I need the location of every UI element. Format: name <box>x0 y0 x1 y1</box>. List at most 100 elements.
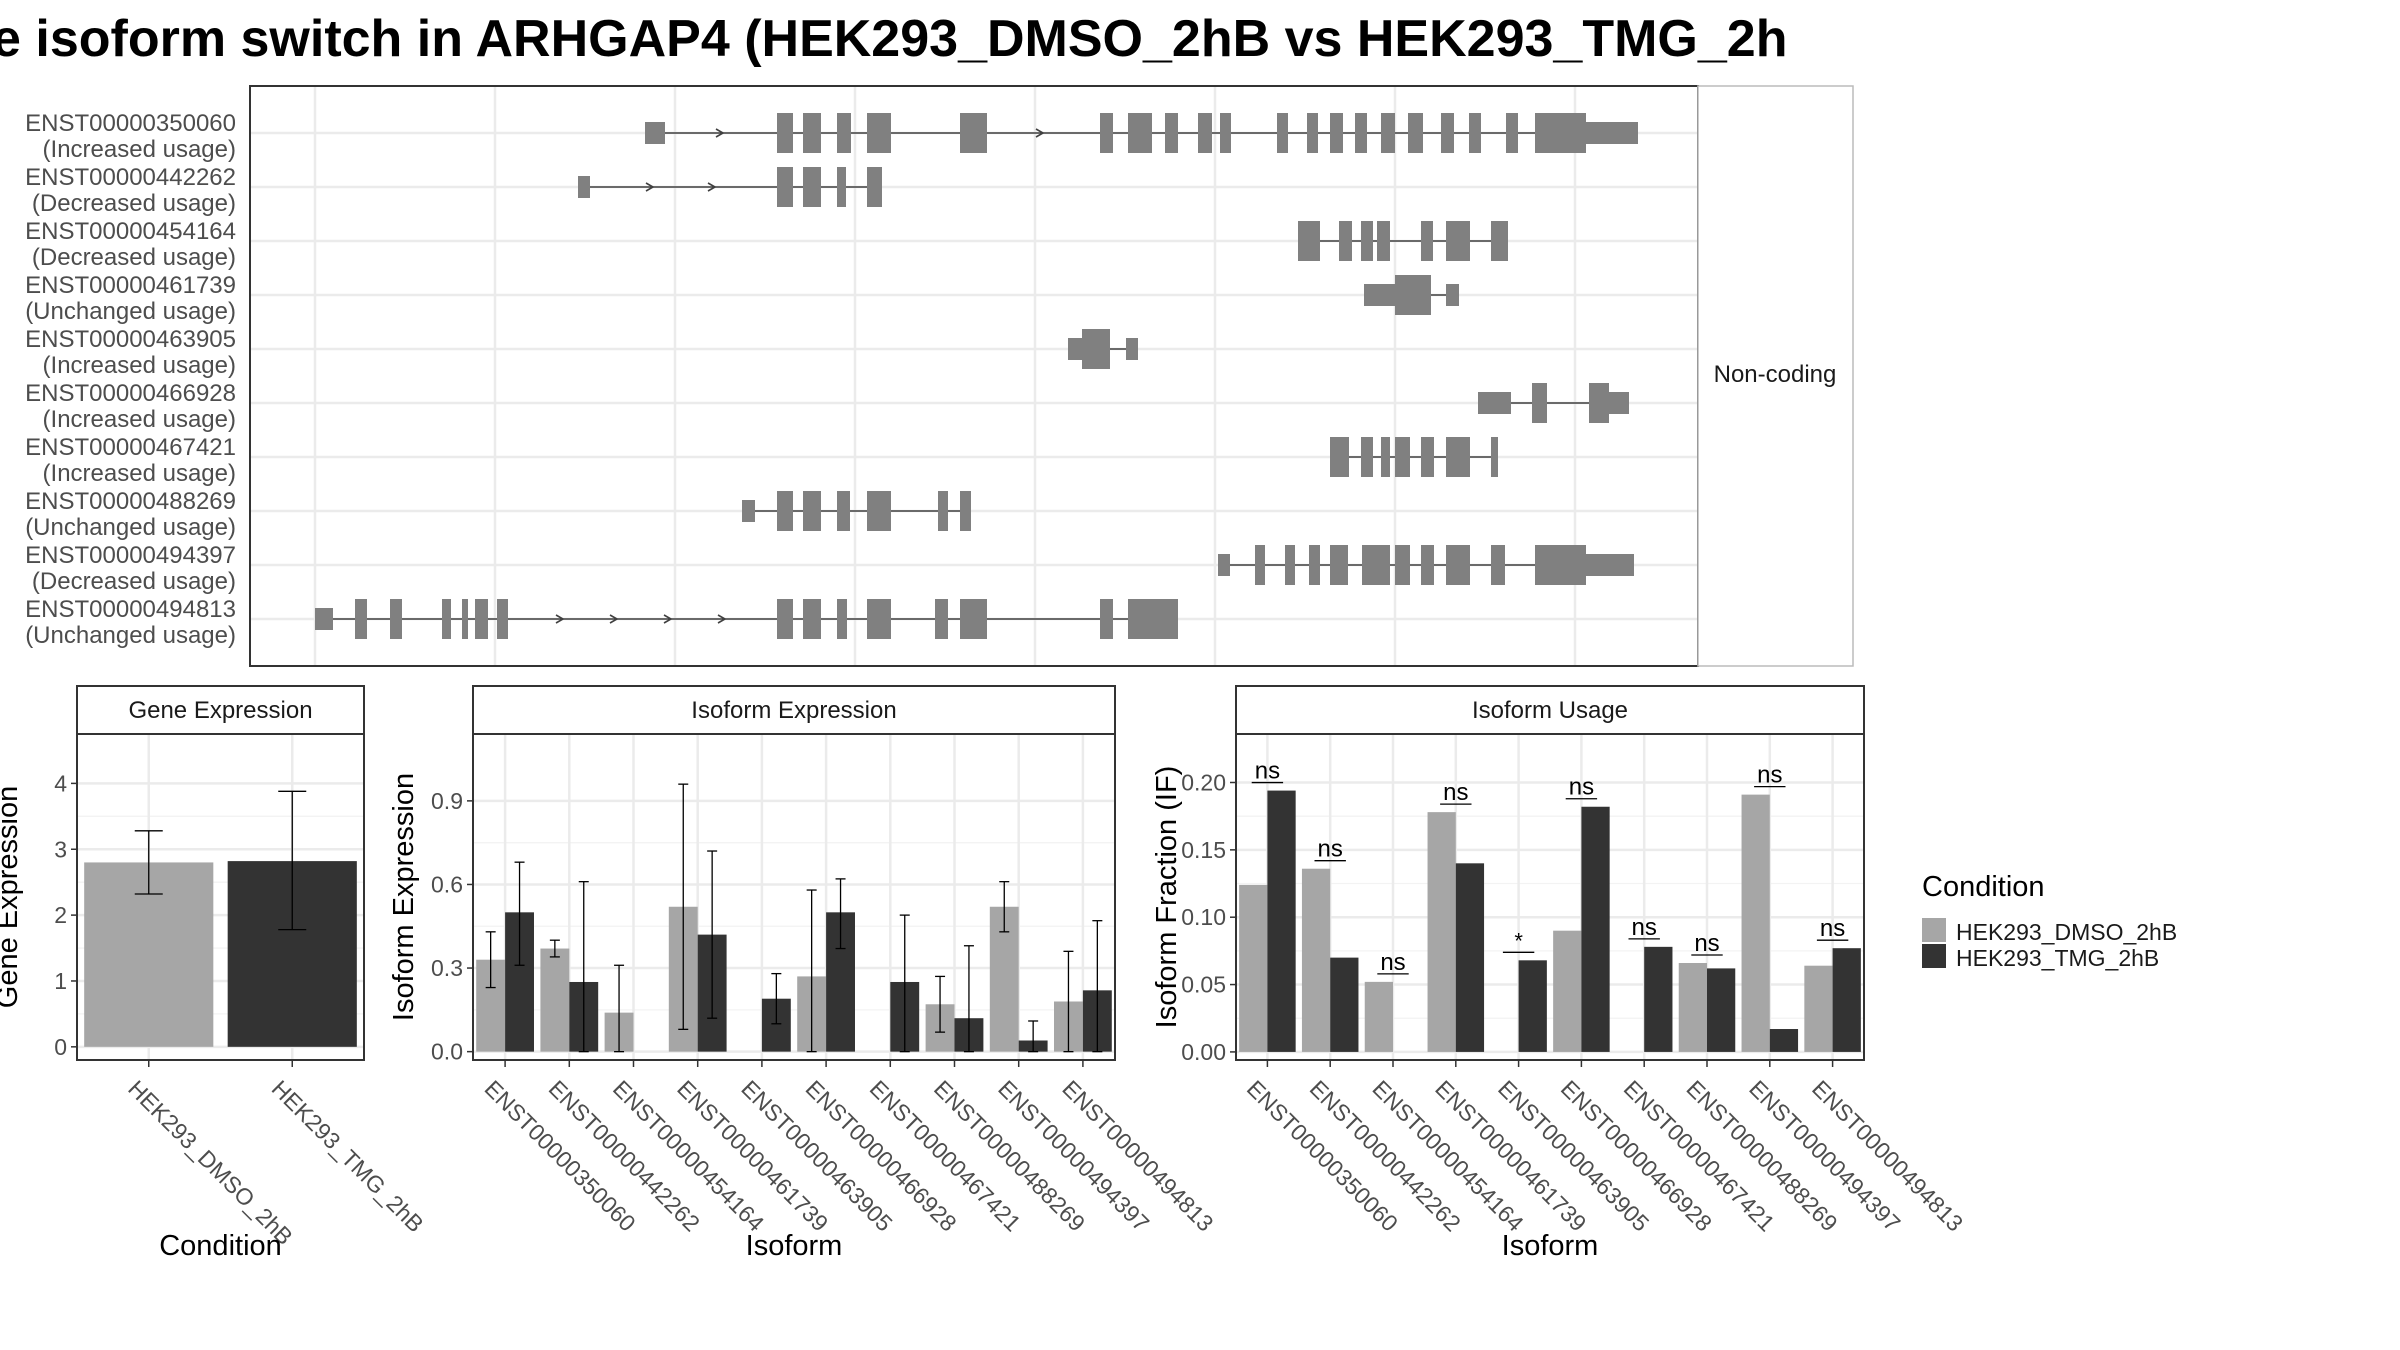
transcript-id-label: ENST00000494813 <box>25 596 236 623</box>
coding-exon <box>1198 113 1212 153</box>
utr-exon <box>578 176 590 198</box>
coding-exon <box>1395 437 1410 477</box>
transcript-model <box>1068 329 1138 369</box>
transcript-model <box>1478 383 1629 423</box>
y-tick-label: 1 <box>54 968 67 994</box>
bar <box>1330 957 1359 1052</box>
y-tick-label: 2 <box>54 902 67 928</box>
transcript-usage-label: (Decreased usage) <box>32 244 236 271</box>
facet-strip-title: Gene Expression <box>128 697 312 724</box>
coding-exon <box>1446 545 1470 585</box>
utr-exon <box>1068 338 1082 360</box>
coding-exon <box>1307 113 1318 153</box>
transcript-model <box>1330 437 1498 477</box>
transcript-model <box>1218 545 1634 585</box>
y-axis-title: Gene Expression <box>0 786 24 1008</box>
coding-exon <box>803 491 821 531</box>
transcript-model <box>645 113 1638 153</box>
utr-exon <box>1478 392 1511 414</box>
transcript-id-label: ENST00000466928 <box>25 380 236 407</box>
bar <box>1581 806 1610 1052</box>
transcript-model <box>742 491 971 531</box>
utr-exon <box>1586 554 1634 576</box>
y-tick-label: 0.20 <box>1181 769 1226 795</box>
y-axis-title: Isoform Fraction (IF) <box>1151 766 1183 1029</box>
coding-exon <box>837 599 847 639</box>
intron-direction-arrow <box>645 182 655 192</box>
coding-exon <box>1330 437 1349 477</box>
legend-title: Condition <box>1922 871 2045 903</box>
transcript-model <box>1364 275 1459 315</box>
utr-exon <box>1126 338 1138 360</box>
bar <box>1707 968 1736 1052</box>
coding-exon <box>1361 437 1373 477</box>
coding-exon <box>1491 545 1505 585</box>
bar <box>1769 1029 1799 1052</box>
isoform-usage-panel: ns ns ns ns * ns ns ns ns ns Isoform Usage 0.00 0.05… <box>1151 685 1968 1262</box>
facet-strip <box>1235 685 1865 735</box>
coding-exon <box>390 599 402 639</box>
intron-direction-arrow <box>663 614 673 624</box>
intron-direction-arrow <box>555 614 565 624</box>
y-tick-label: 0.0 <box>431 1039 463 1065</box>
coding-exon <box>1330 545 1348 585</box>
coding-exon <box>867 599 891 639</box>
gene-expression-panel: Gene Expression 0 1 2 3 4 HEK293_DMSO_2hBHEK29… <box>0 685 429 1262</box>
utr-exon <box>645 122 665 144</box>
coding-exon <box>1339 221 1352 261</box>
utr-exon <box>742 500 755 522</box>
bar <box>1741 794 1770 1052</box>
coding-exon <box>1535 113 1586 153</box>
coding-exon <box>1377 221 1390 261</box>
significance-label: ns <box>1757 762 1782 789</box>
utr-exon <box>1218 554 1230 576</box>
coding-exon <box>1446 437 1470 477</box>
y-tick-label: 0.9 <box>431 788 463 814</box>
bar <box>1455 863 1485 1052</box>
coding-exon <box>1277 113 1288 153</box>
coding-exon <box>1298 221 1320 261</box>
transcript-usage-label: (Increased usage) <box>43 406 236 433</box>
coding-exon <box>777 113 793 153</box>
bar <box>1301 868 1331 1052</box>
coding-exon <box>1361 221 1373 261</box>
transcript-id-label: ENST00000454164 <box>25 218 236 245</box>
coding-exon <box>935 599 948 639</box>
coding-exon <box>1128 599 1178 639</box>
legend-key-tmg <box>1922 944 1946 968</box>
y-tick-label: 0.6 <box>431 871 463 897</box>
transcript-model <box>315 599 1178 639</box>
utr-exon <box>1446 284 1459 306</box>
transcript-usage-label: (Unchanged usage) <box>25 298 236 325</box>
transcript-model <box>1298 221 1508 261</box>
coding-exon <box>442 599 451 639</box>
coding-exon <box>777 167 793 207</box>
transcript-labels: ENST00000350060(Increased usage)ENST0000… <box>25 110 236 649</box>
transcript-usage-label: (Increased usage) <box>43 352 236 379</box>
coding-exon <box>1381 437 1390 477</box>
transcript-usage-label: (Unchanged usage) <box>25 622 236 649</box>
intron-direction-arrow <box>1035 128 1045 138</box>
x-axis-title: Condition <box>159 1230 282 1262</box>
transcript-model <box>578 167 882 207</box>
y-tick-label: 0.15 <box>1181 837 1226 863</box>
utr-exon <box>1364 284 1395 306</box>
facet-strip <box>76 685 365 735</box>
y-tick-label: 0 <box>54 1034 67 1060</box>
transcript-id-label: ENST00000494397 <box>25 542 236 569</box>
x-tick-label: HEK293_TMG_2hB <box>267 1075 429 1237</box>
coding-exon <box>867 167 882 207</box>
coding-exon <box>960 599 987 639</box>
coding-exon <box>1330 113 1343 153</box>
legend-key-dmso <box>1922 918 1946 942</box>
significance-label: ns <box>1694 930 1719 957</box>
coding-exon <box>803 167 821 207</box>
x-tick-label: HEK293_DMSO_2hB <box>123 1075 298 1250</box>
y-tick-label: 0.00 <box>1181 1039 1226 1065</box>
utr-exon <box>315 608 333 630</box>
coding-exon <box>867 491 891 531</box>
coding-exon <box>1255 545 1265 585</box>
coding-exon <box>497 599 508 639</box>
coding-exon <box>837 113 851 153</box>
